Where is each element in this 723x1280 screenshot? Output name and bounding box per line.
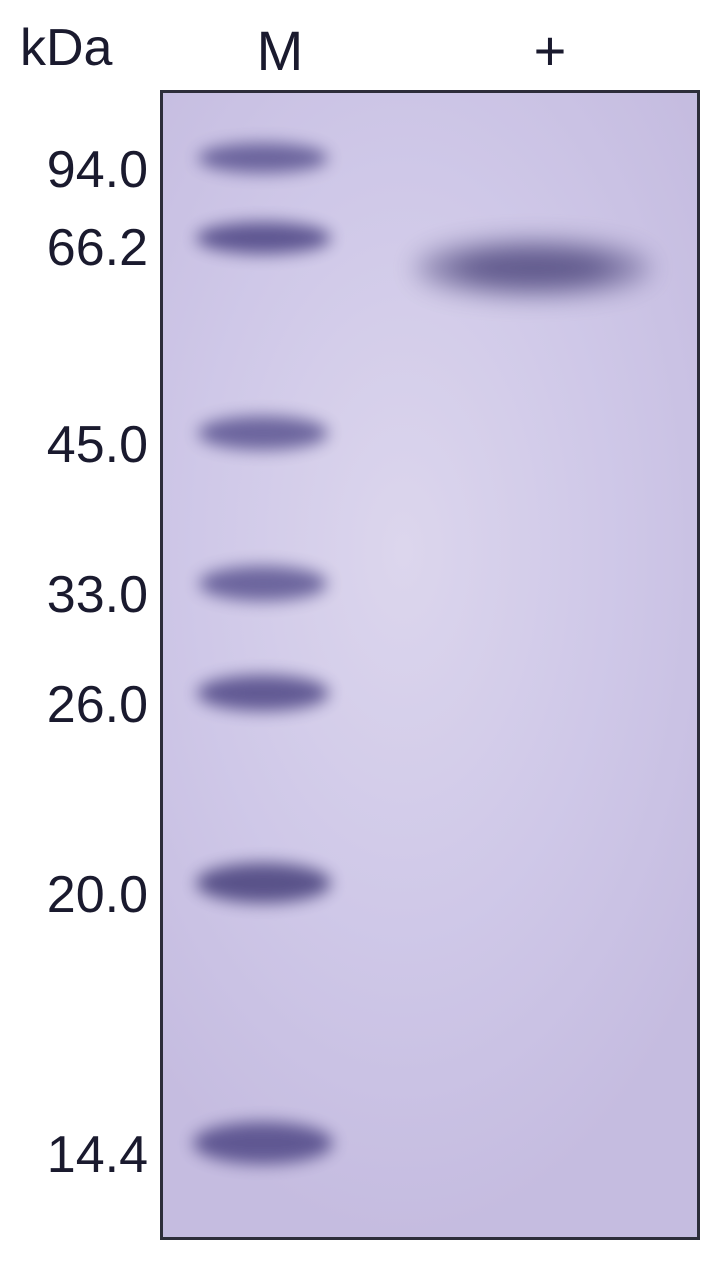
gel-figure: kDa M + 94.0 66.2 45.0 33.0 26.0 20.0 14.4 (0, 0, 723, 1280)
marker-band-5 (196, 863, 331, 903)
sample-lane-header: + (510, 18, 590, 83)
sample-band-0 (413, 234, 653, 302)
marker-band-2 (198, 416, 328, 450)
marker-band-1 (196, 222, 331, 254)
mw-label-2: 45.0 (0, 415, 148, 475)
axis-unit-label: kDa (20, 18, 112, 78)
mw-label-3: 33.0 (0, 565, 148, 625)
marker-lane-header: M (240, 18, 320, 83)
gel-box (160, 90, 700, 1240)
mw-label-1: 66.2 (0, 218, 148, 278)
mw-label-0: 94.0 (0, 140, 148, 200)
mw-label-5: 20.0 (0, 865, 148, 925)
mw-label-4: 26.0 (0, 675, 148, 735)
marker-band-6 (193, 1122, 333, 1164)
marker-band-4 (197, 675, 329, 711)
mw-label-6: 14.4 (0, 1125, 148, 1185)
marker-band-0 (198, 143, 328, 173)
marker-band-3 (199, 566, 327, 601)
